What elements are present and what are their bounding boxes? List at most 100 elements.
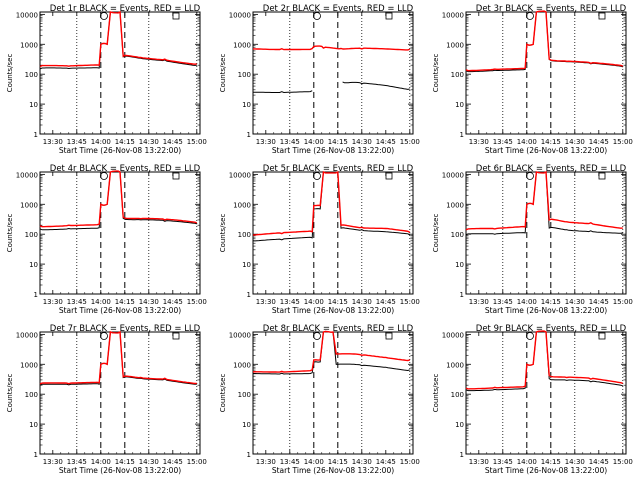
plot-title: Det 4r BLACK = Events, RED = LLD <box>50 164 201 174</box>
series-line-lld <box>465 170 623 231</box>
x-axis-label: Start Time (26-Nov-08 13:22:00) <box>59 466 181 475</box>
y-tick-label: 1000 <box>446 361 464 369</box>
plot-frame <box>465 331 627 455</box>
series-line-events <box>39 331 197 386</box>
x-tick-label: 13:30 <box>43 298 63 306</box>
x-tick-label: 14:15 <box>115 298 135 306</box>
x-tick-label: 13:45 <box>67 298 87 306</box>
plot-title: Det 9r BLACK = Events, RED = LLD <box>476 324 627 334</box>
circle-marker <box>313 12 321 20</box>
x-tick-label: 14:45 <box>376 458 396 466</box>
x-axis-label: Start Time (26-Nov-08 13:22:00) <box>485 306 607 315</box>
x-tick-label: 13:30 <box>256 138 276 146</box>
x-tick-label: 14:15 <box>328 298 348 306</box>
y-tick-label: 10 <box>455 421 464 429</box>
x-tick-label: 14:00 <box>91 458 111 466</box>
x-axis-label: Start Time (26-Nov-08 13:22:00) <box>59 146 181 155</box>
y-tick-label: 10000 <box>442 331 464 339</box>
circle-marker <box>526 172 534 180</box>
y-tick-label: 1 <box>247 451 251 459</box>
plot-title: Det 1r BLACK = Events, RED = LLD <box>50 4 201 14</box>
y-tick-label: 1000 <box>446 41 464 49</box>
plot-panel-6: Det 6r BLACK = Events, RED = LLD 1 10 100 10… <box>432 164 633 315</box>
x-tick-label: 14:45 <box>376 138 396 146</box>
x-axis-label: Start Time (26-Nov-08 13:22:00) <box>485 466 607 475</box>
x-tick-label: 14:15 <box>541 138 561 146</box>
plot-title: Det 7r BLACK = Events, RED = LLD <box>50 324 201 334</box>
series-line-events <box>252 171 411 242</box>
y-tick-label: 1000 <box>233 201 251 209</box>
y-tick-label: 1 <box>34 131 38 139</box>
y-tick-label: 10 <box>242 421 251 429</box>
x-tick-label: 14:30 <box>352 298 372 306</box>
x-axis-label: Start Time (26-Nov-08 13:22:00) <box>272 466 394 475</box>
x-tick-label: 15:00 <box>400 298 420 306</box>
x-tick-label: 14:30 <box>139 458 159 466</box>
y-tick-label: 10 <box>29 261 38 269</box>
x-tick-label: 14:00 <box>517 138 537 146</box>
x-tick-label: 13:45 <box>280 458 300 466</box>
y-tick-label: 100 <box>25 391 38 399</box>
square-marker <box>598 172 606 180</box>
series-line-lld <box>465 330 624 390</box>
y-tick-label: 1 <box>34 451 38 459</box>
y-tick-label: 10000 <box>16 331 38 339</box>
square-marker <box>172 332 180 340</box>
x-tick-label: 15:00 <box>613 458 633 466</box>
series-line-events <box>39 11 197 70</box>
x-tick-label: 13:45 <box>493 458 513 466</box>
x-tick-label: 14:00 <box>517 458 537 466</box>
square-marker <box>385 12 393 20</box>
x-tick-label: 14:30 <box>352 458 372 466</box>
plot-panel-5: Det 5r BLACK = Events, RED = LLD 1 10 100 10… <box>219 164 420 315</box>
x-tick-label: 13:30 <box>469 138 489 146</box>
y-tick-label: 10 <box>242 101 251 109</box>
y-tick-label: 100 <box>451 391 464 399</box>
series-line-events <box>39 170 197 231</box>
y-tick-label: 10 <box>242 261 251 269</box>
plot-title: Det 6r BLACK = Events, RED = LLD <box>476 164 627 174</box>
x-tick-label: 13:45 <box>280 138 300 146</box>
x-tick-label: 15:00 <box>613 138 633 146</box>
plot-frame <box>39 11 201 135</box>
x-tick-label: 14:00 <box>91 298 111 306</box>
y-tick-label: 10000 <box>16 171 38 179</box>
x-tick-label: 14:30 <box>565 458 585 466</box>
x-tick-label: 14:15 <box>328 458 348 466</box>
x-tick-label: 14:15 <box>115 458 135 466</box>
plot-frame <box>465 11 627 135</box>
circle-marker <box>526 332 534 340</box>
plot-frame <box>39 171 201 295</box>
x-tick-label: 14:15 <box>541 298 561 306</box>
plot-title: Det 5r BLACK = Events, RED = LLD <box>263 164 414 174</box>
x-axis-label: Start Time (26-Nov-08 13:22:00) <box>272 146 394 155</box>
plot-panel-4: Det 4r BLACK = Events, RED = LLD 1 10 100 10… <box>6 164 207 315</box>
x-tick-label: 13:45 <box>493 298 513 306</box>
y-tick-label: 10000 <box>229 331 251 339</box>
square-marker <box>598 12 606 20</box>
y-tick-label: 100 <box>451 71 464 79</box>
y-axis-label: Counts/sec <box>432 214 440 253</box>
y-tick-label: 1000 <box>20 41 38 49</box>
x-tick-label: 14:45 <box>589 138 609 146</box>
series-line-lld <box>39 170 198 228</box>
x-tick-label: 14:30 <box>565 138 585 146</box>
series-line-events <box>253 81 410 94</box>
x-tick-label: 13:30 <box>469 458 489 466</box>
y-tick-label: 1000 <box>20 201 38 209</box>
plot-frame <box>252 331 414 455</box>
x-tick-label: 15:00 <box>187 138 207 146</box>
x-tick-label: 14:45 <box>163 298 183 306</box>
y-tick-label: 10000 <box>229 11 251 19</box>
plot-panel-1: Det 1r BLACK = Events, RED = LLD 1 10 100 10… <box>6 4 207 155</box>
y-tick-label: 100 <box>25 71 38 79</box>
x-tick-label: 13:30 <box>43 458 63 466</box>
x-tick-label: 14:45 <box>589 298 609 306</box>
x-tick-label: 14:00 <box>304 138 324 146</box>
y-tick-label: 10 <box>29 101 38 109</box>
x-tick-label: 13:45 <box>493 138 513 146</box>
y-tick-label: 1 <box>460 451 464 459</box>
x-tick-label: 14:45 <box>589 458 609 466</box>
y-tick-label: 1 <box>247 131 251 139</box>
